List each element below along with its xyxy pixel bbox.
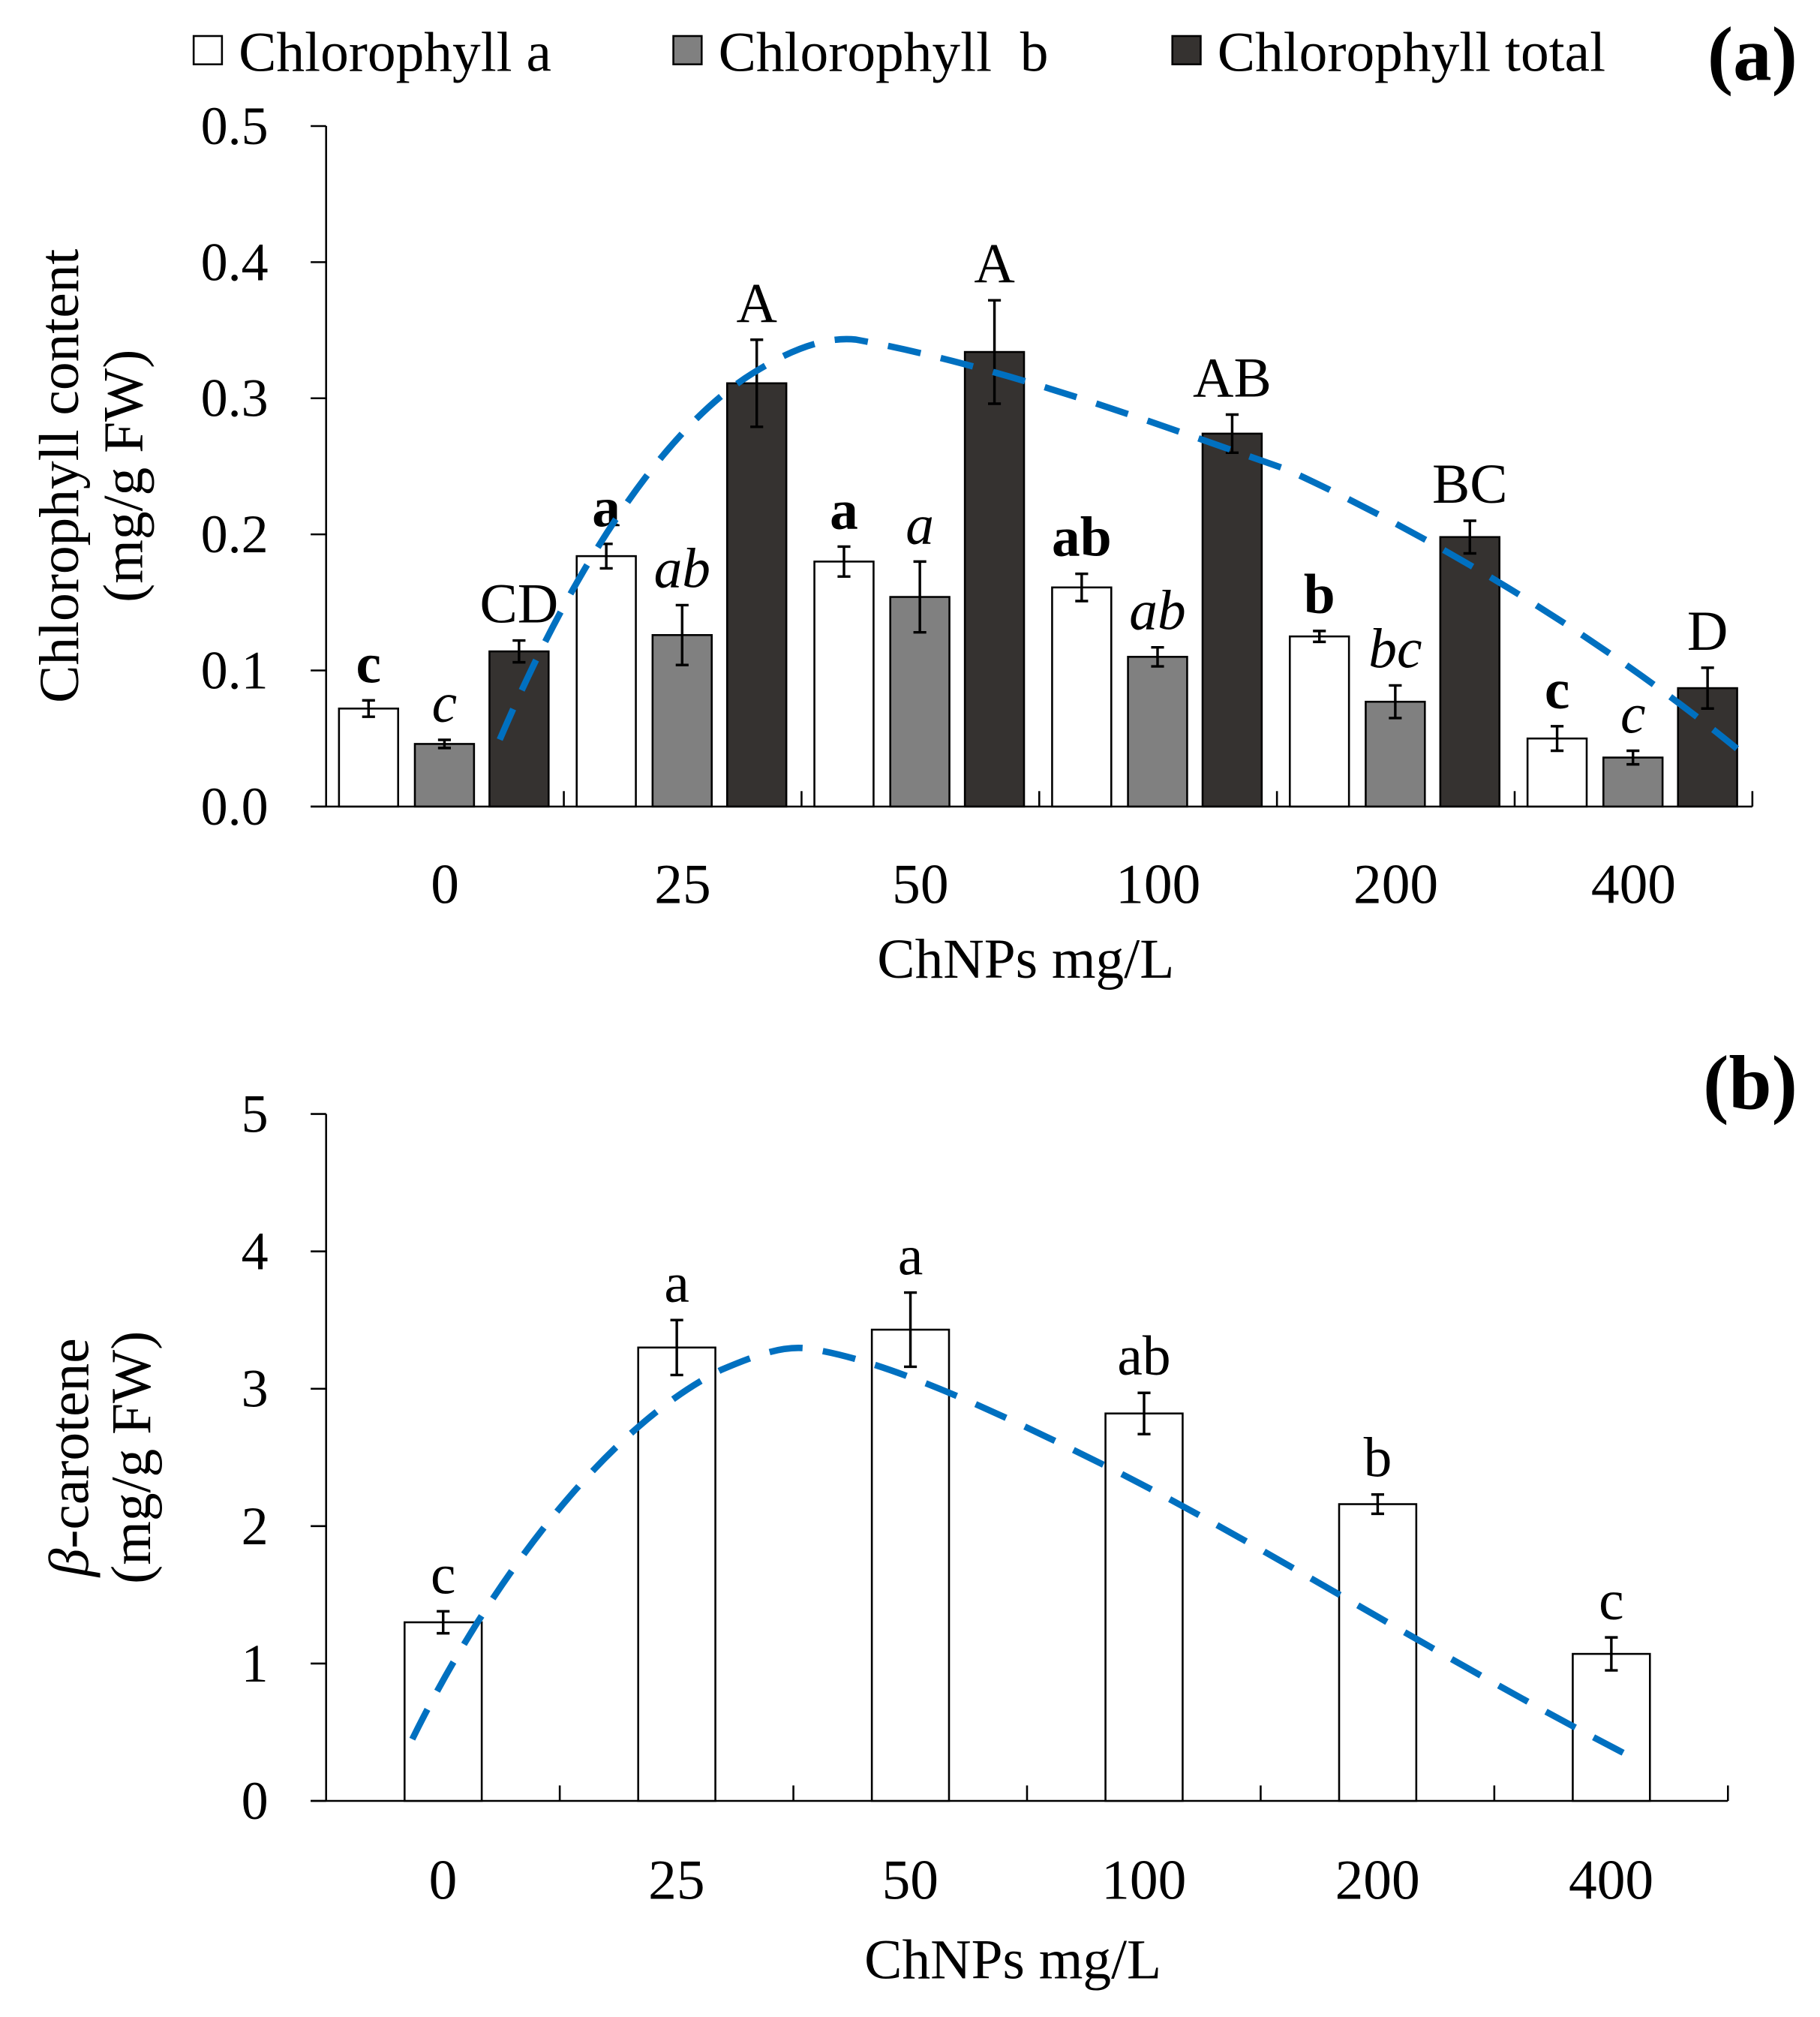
legend-swatch-chlorophyll-a — [192, 35, 224, 65]
beta-symbol: β — [39, 1548, 101, 1578]
legend-label-chlorophyll-a: Chlorophyll a — [239, 21, 551, 83]
significance-letter: c — [1599, 1570, 1623, 1632]
y-tick-label: 0.0 — [201, 777, 269, 837]
bar — [1572, 1652, 1651, 1802]
legend: Chlorophyll a Chlorophyll b Chlorophyll … — [192, 21, 1605, 83]
bar — [404, 1621, 483, 1802]
significance-letter: a — [664, 1252, 689, 1315]
bar — [1104, 1412, 1184, 1802]
significance-letter: CD — [479, 573, 558, 636]
x-tick-label: 100 — [1101, 1849, 1186, 1911]
significance-letter: ab — [1129, 580, 1185, 642]
panel-label-a: (a) — [1707, 11, 1797, 97]
legend-label-chlorophyll-b: Chlorophyll b — [719, 21, 1049, 83]
y-axis-label-a-line1: Chlorophyll content — [29, 249, 91, 703]
significance-letter: bc — [1368, 618, 1422, 680]
significance-letter: ab — [654, 537, 710, 600]
y-tick-label: 0.2 — [201, 504, 269, 564]
significance-letter: ab — [1052, 507, 1112, 569]
significance-letter: A — [736, 272, 776, 335]
significance-letter: ab — [1117, 1325, 1170, 1387]
significance-letter: A — [974, 233, 1014, 295]
y-tick-label: 0.1 — [201, 640, 269, 700]
bar — [725, 382, 788, 808]
y-axis-label-b-line2: (mg/g FW) — [101, 1331, 163, 1584]
bar — [575, 555, 637, 808]
bar — [870, 1328, 951, 1802]
x-tick-label: 25 — [648, 1849, 704, 1911]
significance-letter: c — [1545, 659, 1569, 721]
significance-letter: a — [898, 1225, 923, 1288]
y-tick-label: 4 — [242, 1222, 269, 1282]
trendline — [409, 1344, 1638, 1763]
panel-b: (b) β-carotene (mg/g FW) ChNPs mg/L 0 1 2 3… — [39, 1041, 1797, 1991]
significance-letter: a — [830, 479, 858, 541]
significance-letter: c — [356, 633, 381, 695]
trendline — [497, 335, 1740, 752]
panel-label-b: (b) — [1703, 1041, 1797, 1126]
bar — [963, 350, 1026, 808]
y-tick-label: 1 — [242, 1634, 269, 1694]
significance-letter: c — [1620, 683, 1645, 745]
bar — [813, 561, 875, 808]
significance-letter: c — [432, 672, 457, 735]
legend-swatch-chlorophyll-b — [672, 35, 703, 65]
x-tick-label: 50 — [892, 853, 948, 915]
x-tick-label: 100 — [1116, 853, 1200, 915]
x-axis-label-a: ChNPs mg/L — [877, 928, 1174, 990]
bar — [1288, 635, 1350, 808]
y-tick-label: 5 — [242, 1084, 269, 1144]
significance-letter: a — [905, 494, 934, 556]
bar — [1338, 1503, 1418, 1802]
y-axis-label-b-text: -carotene — [39, 1338, 101, 1548]
x-tick-label: 50 — [882, 1849, 939, 1911]
y-axis-label-b-line1: β-carotene — [39, 1338, 101, 1578]
significance-letter: AB — [1193, 347, 1272, 410]
x-axis-label-b: ChNPs mg/L — [864, 1929, 1161, 1991]
x-tick-label: 200 — [1353, 853, 1438, 915]
x-tick-label: 25 — [654, 853, 710, 915]
significance-letter: b — [1304, 564, 1335, 626]
significance-letter: BC — [1432, 453, 1508, 516]
significance-letter: b — [1364, 1427, 1392, 1489]
y-tick-label: 2 — [242, 1496, 269, 1556]
bar — [1051, 586, 1113, 808]
bar — [1439, 536, 1501, 808]
y-tick-label: 0.5 — [201, 96, 269, 156]
y-tick-label: 0.4 — [201, 232, 269, 292]
x-tick-label: 0 — [429, 1849, 458, 1911]
panel-a: Chlorophyll a Chlorophyll b Chlorophyll … — [29, 11, 1797, 990]
x-tick-label: 200 — [1335, 1849, 1420, 1911]
significance-letter: D — [1687, 600, 1728, 663]
significance-letter: c — [431, 1544, 455, 1606]
y-tick-label: 0.3 — [201, 368, 269, 428]
y-tick-label: 0 — [242, 1771, 269, 1831]
bar — [413, 743, 476, 808]
bar — [1201, 432, 1263, 808]
bar — [338, 707, 399, 808]
y-axis-label-a-line2: (mg/g FW) — [93, 350, 155, 603]
y-tick-label: 3 — [242, 1359, 269, 1419]
x-tick-label: 0 — [431, 853, 459, 915]
bar — [488, 650, 550, 808]
x-tick-label: 400 — [1591, 853, 1676, 915]
x-tick-label: 400 — [1569, 1849, 1653, 1911]
bar — [1127, 656, 1188, 808]
legend-label-chlorophyll-total: Chlorophyll total — [1218, 21, 1605, 83]
legend-swatch-chlorophyll-total — [1171, 35, 1202, 65]
